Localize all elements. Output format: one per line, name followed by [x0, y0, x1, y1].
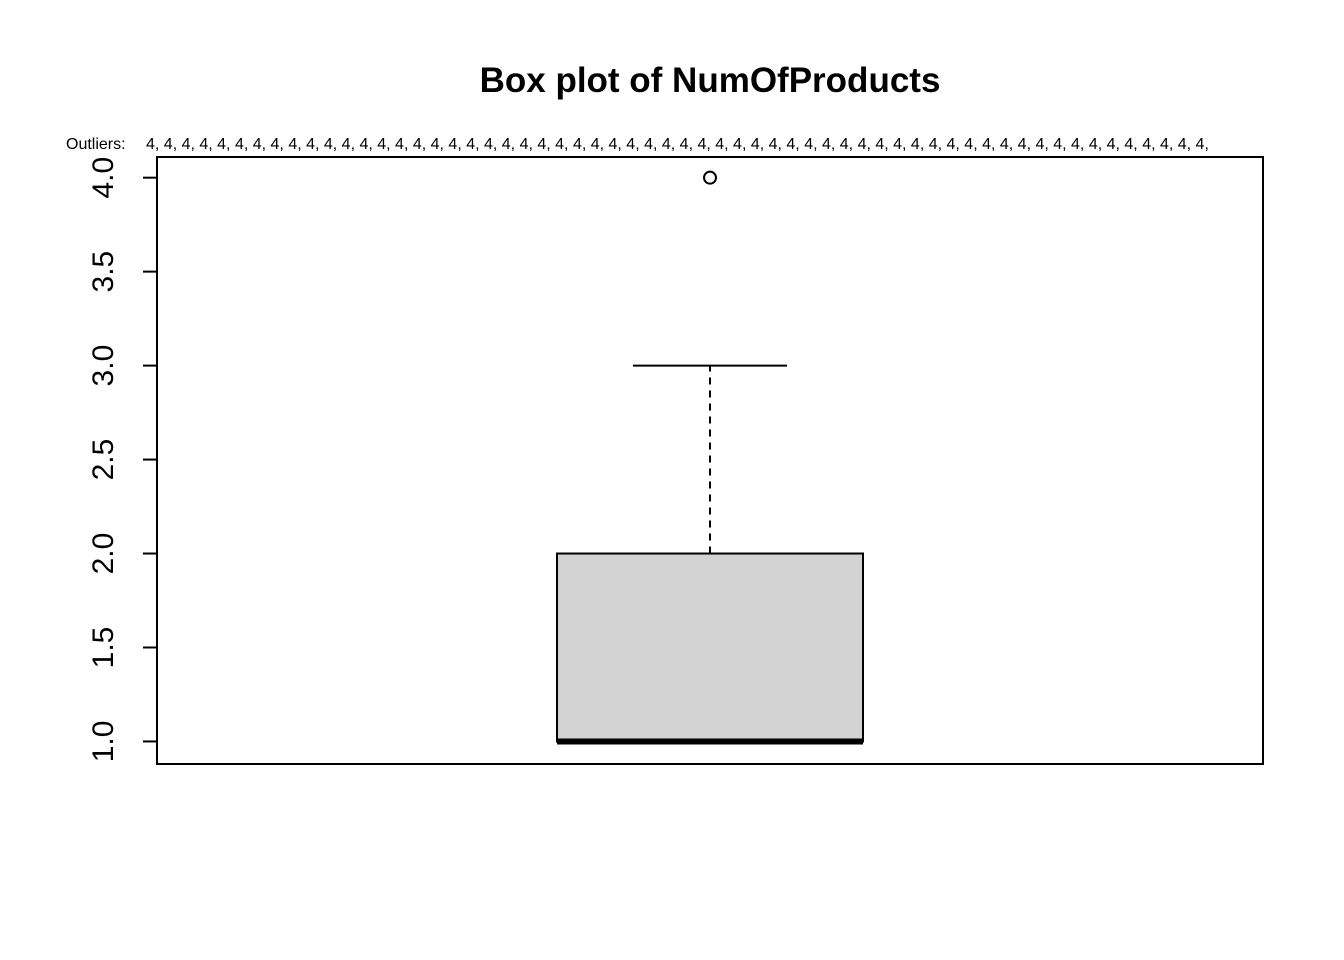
y-tick-label: 3.5: [87, 251, 120, 293]
outlier-point: [703, 170, 717, 185]
y-tick-label: 4.0: [87, 157, 120, 199]
outliers-list: 4, 4, 4, 4, 4, 4, 4, 4, 4, 4, 4, 4, 4, 4…: [146, 136, 1209, 153]
outliers-label: Outliers:: [66, 136, 126, 153]
box-group: [556, 170, 864, 745]
y-tick-label: 1.5: [87, 627, 120, 669]
y-tick-label: 2.0: [87, 533, 120, 575]
y-axis: 1.0 1.5 2.0 2.5 3.0 3.5 4.0: [87, 157, 158, 763]
y-tick-label: 2.5: [87, 439, 120, 481]
y-tick-label: 3.0: [87, 345, 120, 387]
chart-title: Box plot of NumOfProducts: [480, 61, 941, 100]
y-tick-label: 1.0: [87, 721, 120, 763]
box-iqr: [556, 552, 864, 743]
